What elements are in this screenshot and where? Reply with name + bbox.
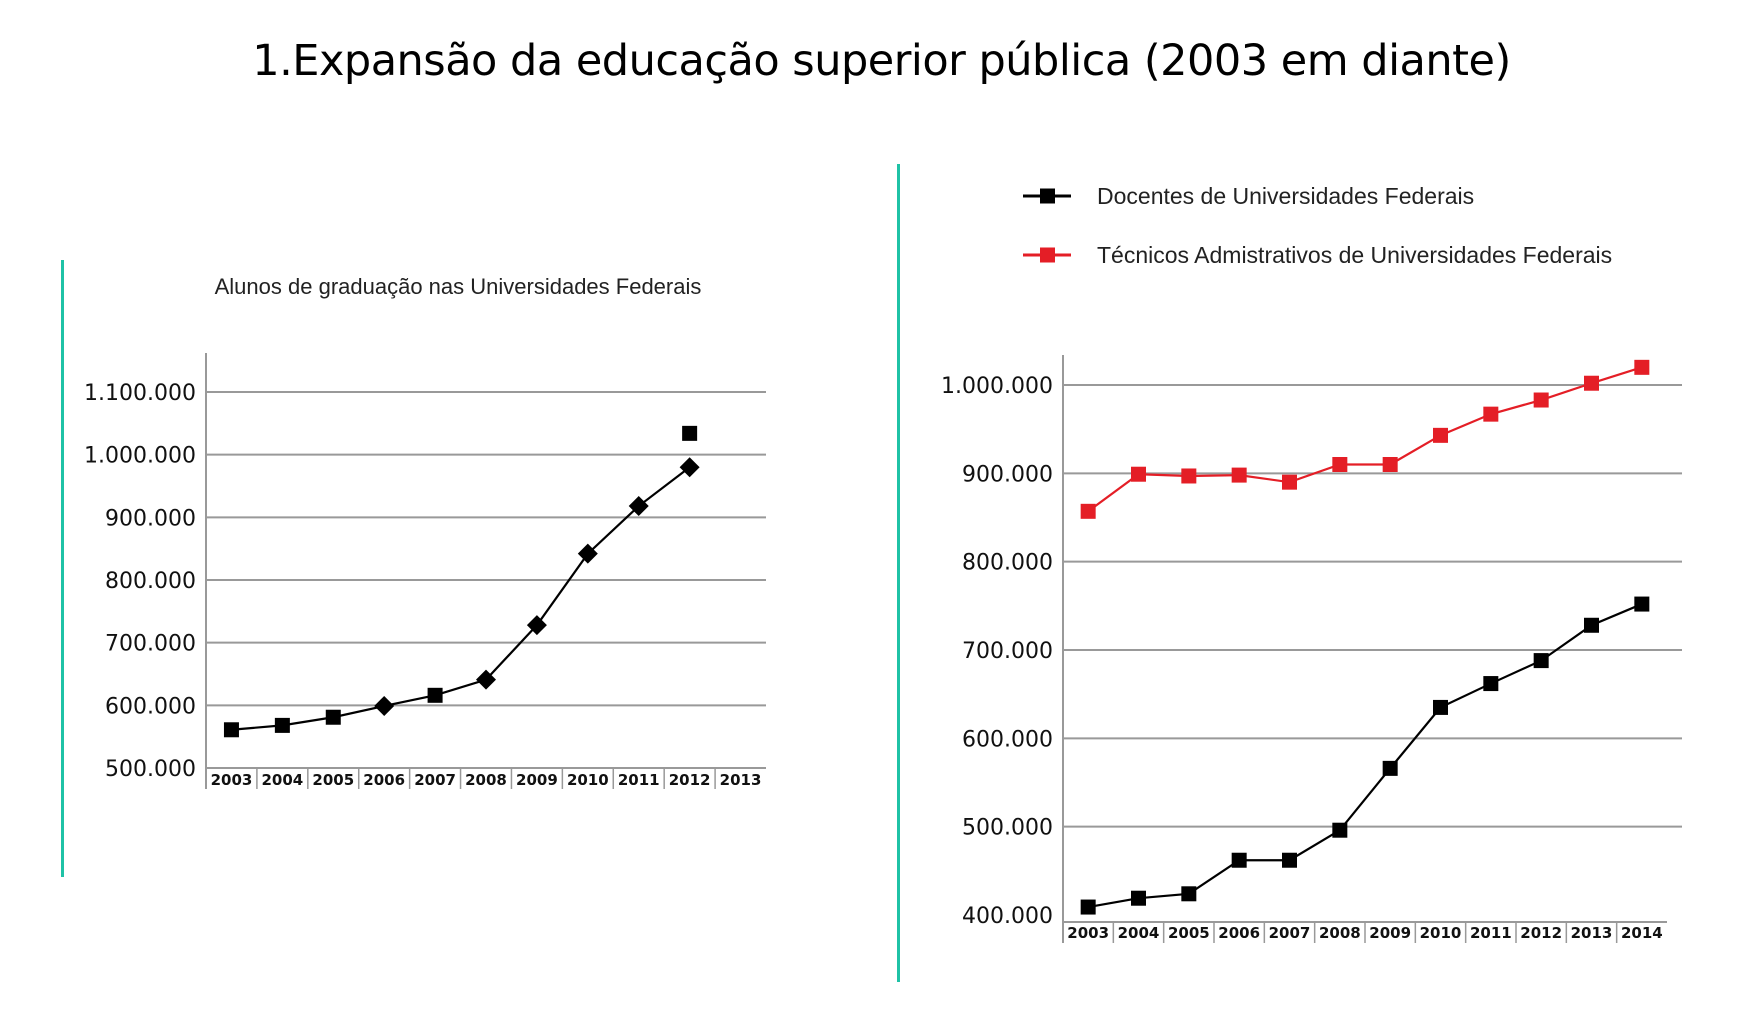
data-point <box>1483 406 1499 422</box>
x-tick-label: 2005 <box>1168 924 1210 942</box>
legend-label: Técnicos Admistrativos de Universidades … <box>1097 242 1612 268</box>
left-accent-divider <box>61 260 64 877</box>
y-tick-label: 500.000 <box>962 816 1053 841</box>
data-point <box>1282 474 1297 490</box>
x-tick-label: 2010 <box>1420 924 1462 942</box>
x-tick-label: 2007 <box>1269 924 1311 942</box>
data-point <box>1433 699 1448 715</box>
data-point <box>1131 890 1146 906</box>
y-tick-label: 600.000 <box>962 727 1053 752</box>
series-line <box>1087 603 1643 909</box>
x-tick-label: 2009 <box>1369 924 1411 942</box>
data-point <box>1533 392 1549 408</box>
chart-title: Alunos de graduação nas Universidades Fe… <box>215 274 702 299</box>
y-tick-label: 1.100.000 <box>84 381 196 406</box>
data-point <box>1181 468 1197 484</box>
x-tick-label: 2008 <box>1319 924 1361 942</box>
data-point <box>1332 822 1348 838</box>
y-tick-label: 900.000 <box>962 462 1053 487</box>
data-point <box>274 717 290 733</box>
x-tick-label: 2007 <box>414 771 456 789</box>
data-point <box>476 669 496 690</box>
data-point <box>682 425 698 441</box>
data-point <box>628 496 649 517</box>
x-tick-label: 2008 <box>465 771 507 789</box>
data-point <box>1332 457 1348 472</box>
y-tick-label: 700.000 <box>105 632 196 657</box>
data-point <box>223 722 239 738</box>
legend-marker <box>1040 188 1055 204</box>
data-point <box>577 543 598 564</box>
y-tick-label: 400.000 <box>962 904 1053 929</box>
y-tick-label: 700.000 <box>962 639 1053 664</box>
data-point <box>1634 359 1650 375</box>
legend-label: Docentes de Universidades Federais <box>1097 183 1474 209</box>
data-point <box>679 457 700 478</box>
y-tick-label: 1.000.000 <box>84 444 196 469</box>
x-tick-label: 2004 <box>1118 924 1160 942</box>
data-point <box>1634 596 1650 612</box>
right-accent-divider <box>897 164 900 982</box>
x-tick-label: 2004 <box>261 771 303 789</box>
data-point <box>1584 617 1599 633</box>
data-point <box>526 615 547 636</box>
data-point <box>1584 375 1599 391</box>
data-point <box>1433 427 1448 443</box>
x-tick-label: 2003 <box>211 771 253 789</box>
page-title: 1.Expansão da educação superior pública … <box>252 36 1511 86</box>
x-tick-label: 2013 <box>1571 924 1613 942</box>
x-tick-label: 2006 <box>363 771 405 789</box>
x-tick-label: 2010 <box>567 771 609 789</box>
y-tick-label: 600.000 <box>105 694 196 719</box>
y-tick-label: 800.000 <box>105 569 196 594</box>
x-tick-label: 2012 <box>1520 924 1562 942</box>
y-tick-label: 500.000 <box>105 757 196 782</box>
data-point <box>374 695 395 716</box>
data-point <box>1382 760 1398 776</box>
data-point <box>427 687 443 703</box>
data-point <box>1181 886 1197 902</box>
x-tick-label: 2012 <box>669 771 711 789</box>
series-line <box>231 466 691 731</box>
x-tick-label: 2003 <box>1067 924 1109 942</box>
data-point <box>1131 466 1146 482</box>
x-tick-label: 2005 <box>312 771 354 789</box>
data-point <box>1282 852 1297 868</box>
data-point <box>1533 653 1549 669</box>
x-tick-label: 2011 <box>1470 924 1512 942</box>
y-tick-label: 900.000 <box>105 506 196 531</box>
data-point <box>1080 503 1096 519</box>
y-tick-label: 1.000.000 <box>941 374 1053 399</box>
y-tick-label: 800.000 <box>962 551 1053 576</box>
data-point <box>1483 676 1499 692</box>
data-point <box>1231 467 1247 483</box>
data-point <box>325 709 341 725</box>
x-tick-label: 2014 <box>1621 924 1663 942</box>
data-point <box>1080 899 1096 915</box>
data-point <box>1382 457 1398 472</box>
x-tick-label: 2009 <box>516 771 558 789</box>
series-line <box>1087 366 1643 513</box>
legend-marker <box>1040 247 1055 263</box>
x-tick-label: 2006 <box>1218 924 1260 942</box>
x-tick-label: 2011 <box>618 771 660 789</box>
x-tick-label: 2013 <box>720 771 762 789</box>
data-point <box>1231 852 1247 868</box>
